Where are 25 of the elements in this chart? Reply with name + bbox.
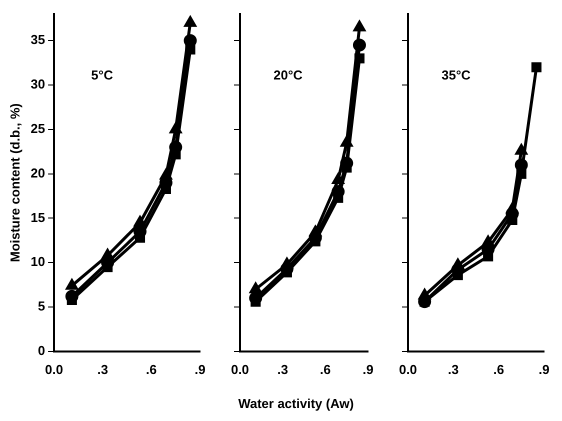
y-tick-label: 0 bbox=[38, 342, 46, 358]
y-tick-label: 15 bbox=[30, 210, 46, 225]
x-axis-title: Water activity (Aw) bbox=[237, 396, 355, 411]
x-tick-label: .9 bbox=[362, 362, 374, 377]
x-tick-label: .9 bbox=[538, 362, 550, 377]
y-tick-label: 25 bbox=[30, 121, 46, 136]
y-tick-label: 5 bbox=[38, 298, 46, 314]
x-tick-label: 0.0 bbox=[230, 362, 250, 377]
y-axis-title: Moisture content (d.b., %) bbox=[7, 103, 22, 262]
x-tick-label: .6 bbox=[320, 362, 331, 377]
x-tick-label: .6 bbox=[493, 362, 504, 377]
x-tick-label: .3 bbox=[97, 362, 108, 377]
annotation: 35°C bbox=[441, 68, 472, 83]
x-tick-label: 0.0 bbox=[398, 362, 418, 377]
x-tick-label: .3 bbox=[448, 362, 459, 377]
x-tick-label: .3 bbox=[277, 362, 288, 377]
annotation: 20°C bbox=[273, 68, 304, 83]
y-tick-label: 20 bbox=[30, 165, 46, 180]
y-tick-label: 10 bbox=[30, 254, 46, 270]
annotation: 5°C bbox=[91, 68, 114, 83]
y-tick-label: 30 bbox=[30, 76, 46, 92]
y-tick-label: 35 bbox=[30, 32, 46, 48]
x-tick-label: 0.0 bbox=[45, 362, 64, 377]
x-tick-label: .9 bbox=[194, 362, 206, 377]
x-tick-label: .6 bbox=[146, 362, 157, 377]
